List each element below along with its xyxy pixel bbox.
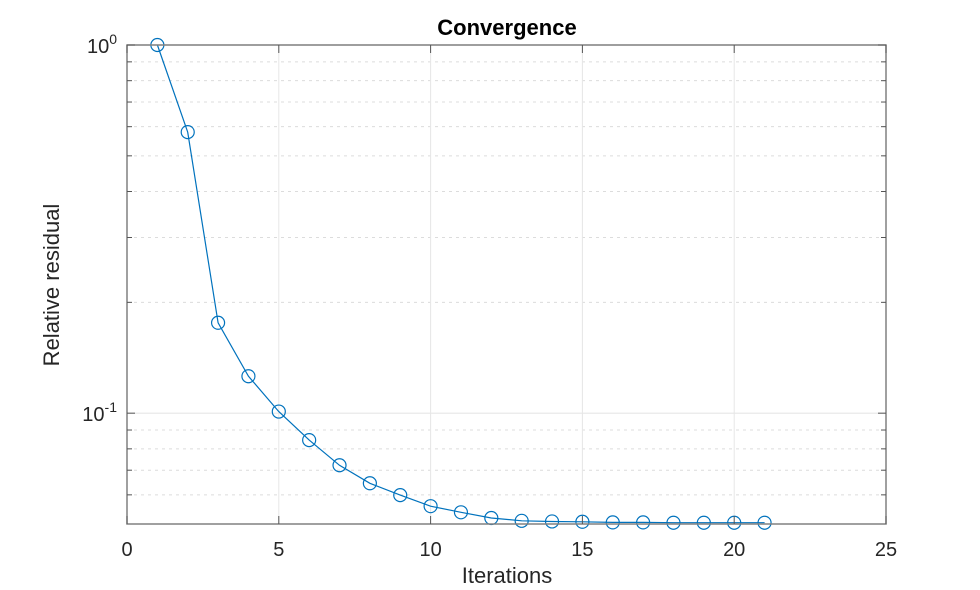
circle-marker	[666, 515, 681, 530]
x-axis-label: Iterations	[462, 563, 553, 588]
circle-marker	[393, 488, 408, 503]
circle-marker	[453, 505, 469, 520]
circle-marker	[514, 513, 529, 528]
y-axis-label: Relative residual	[39, 204, 64, 367]
circle-marker	[271, 404, 286, 419]
x-tick-label: 15	[571, 539, 593, 561]
circle-marker	[544, 514, 560, 529]
minor-gridlines	[127, 61, 886, 496]
circle-marker	[605, 515, 620, 530]
x-tick-label: 5	[273, 539, 284, 561]
circle-marker	[696, 515, 711, 530]
circle-marker	[302, 432, 317, 448]
axes-box	[126, 44, 887, 525]
x-tick-label: 10	[419, 539, 441, 561]
chart-title: Convergence	[437, 15, 576, 40]
series-line	[156, 44, 765, 524]
circle-marker	[332, 458, 347, 473]
circle-marker	[757, 515, 772, 530]
circle-marker	[241, 369, 256, 384]
y-axis-ticks: 10-1 100	[82, 31, 886, 496]
data-series	[150, 37, 772, 530]
x-axis-ticks: 0 5 10 15 20 25	[121, 45, 897, 561]
circle-marker	[362, 476, 377, 491]
circle-marker	[423, 499, 438, 514]
plot-area	[127, 45, 886, 524]
x-tick-label: 20	[723, 539, 745, 561]
x-tick-label: 25	[875, 539, 897, 561]
y-tick-label: 100	[87, 31, 117, 58]
circle-marker	[180, 124, 195, 140]
circle-marker	[575, 514, 590, 529]
circle-marker	[210, 315, 226, 330]
y-tick-label: 10-1	[82, 399, 117, 426]
circle-marker	[636, 515, 651, 530]
x-tick-label: 0	[121, 539, 132, 561]
axes-frame	[126, 44, 887, 525]
